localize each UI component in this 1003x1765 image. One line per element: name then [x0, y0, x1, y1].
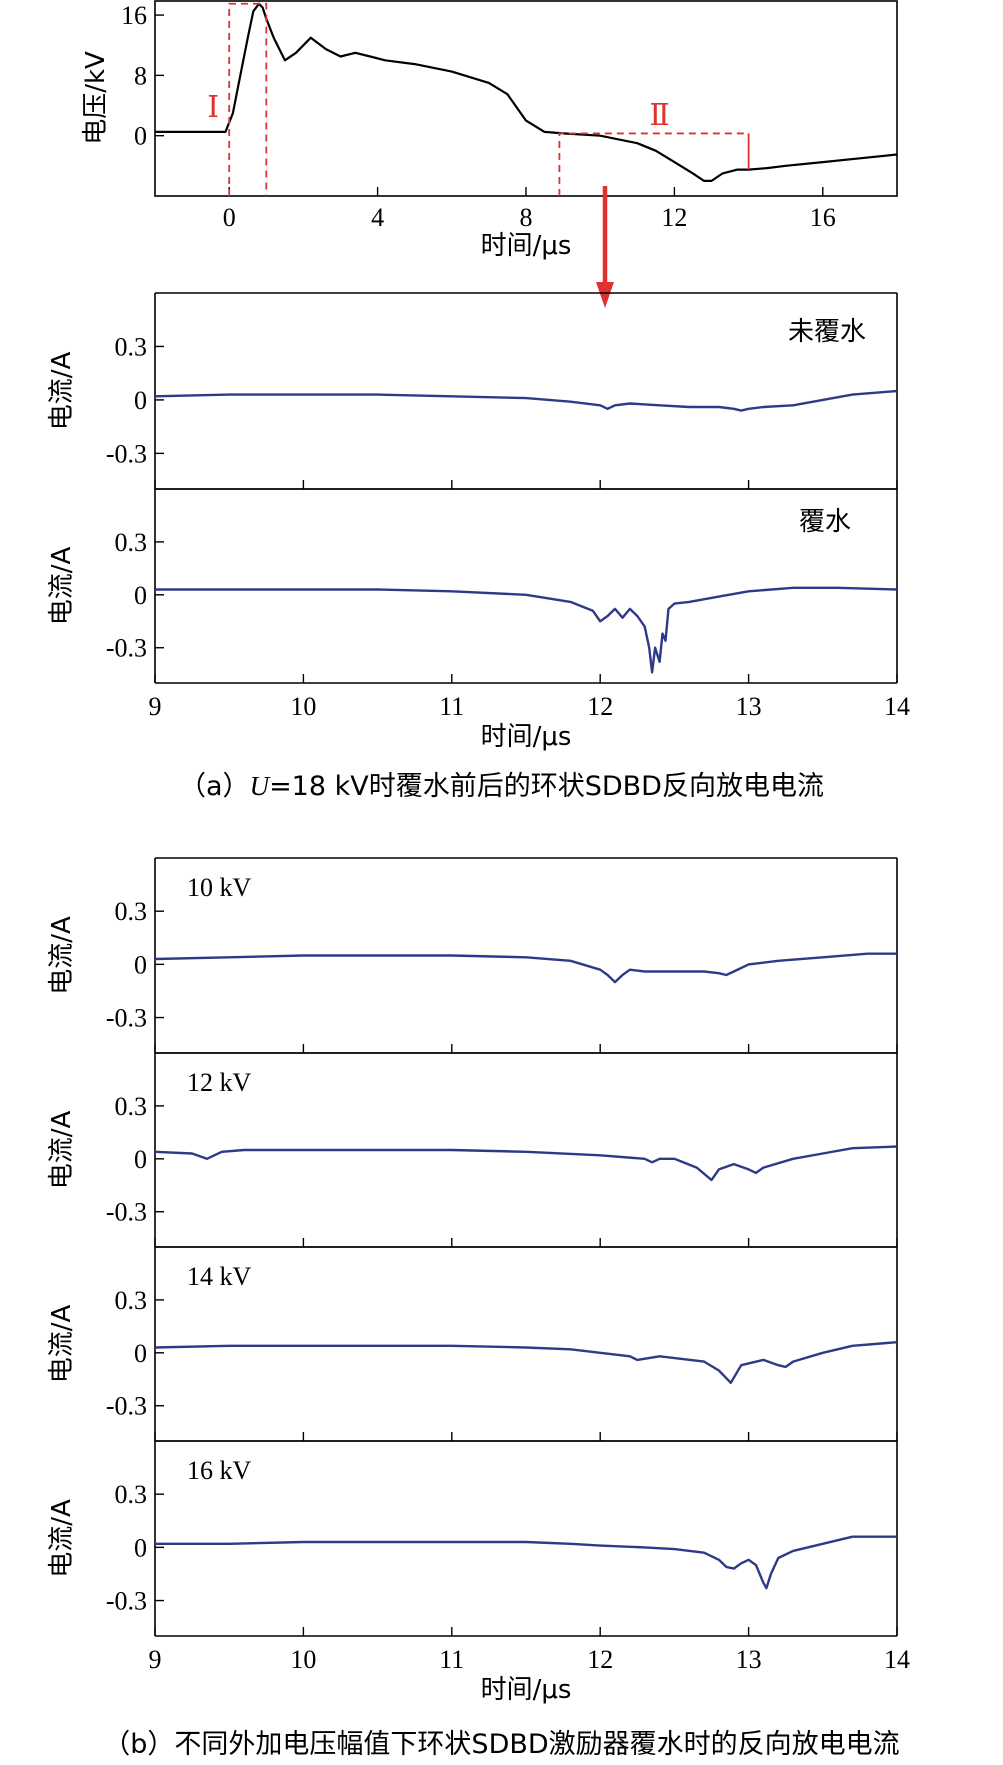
voltage-x-tick-label: 8: [520, 203, 533, 232]
caption-b: （b）不同外加电压幅值下环状SDBD激励器覆水时的反向放电电流: [0, 1722, 1003, 1761]
voltage-x-tick-label: 12: [661, 203, 687, 232]
v16-x-tick-label: 11: [439, 1645, 464, 1674]
voltage-x-tick-label: 16: [810, 203, 836, 232]
voltage-y-tick-label: 8: [134, 61, 147, 90]
covered-x-tick-label: 11: [439, 692, 464, 721]
region-one-label: Ⅰ: [207, 91, 219, 124]
v16-panel-label: 16 kV: [187, 1456, 252, 1485]
covered-y-tick-label: -0.3: [106, 634, 147, 663]
v16-x-tick-label: 12: [587, 1645, 613, 1674]
v10-y-tick-label: 0: [134, 950, 147, 979]
covered-series-line: [155, 586, 898, 674]
v10-y-tick-label: 0.3: [115, 897, 148, 926]
caption-a: （a）U=18 kV时覆水前后的环状SDBD反向放电电流: [0, 764, 1003, 803]
v16-y-tick-label: -0.3: [106, 1587, 147, 1616]
region-one-box: [228, 2, 268, 196]
covered-x-tick-label: 13: [736, 692, 762, 721]
v16-y-tick-label: 0: [134, 1533, 147, 1562]
v16-x-axis-label: 时间/μs: [481, 1675, 572, 1705]
v10-series-line: [154, 952, 897, 984]
uncovered-series-line: [154, 389, 898, 412]
voltage-series-line: [155, 2, 898, 182]
covered-x-tick-label: 10: [290, 692, 316, 721]
v14-series-line: [154, 1341, 898, 1384]
v16-x-tick-label: 13: [736, 1645, 762, 1674]
v14-y-tick-label: -0.3: [106, 1392, 147, 1421]
voltage-x-tick-label: 4: [371, 203, 384, 232]
v14-y-tick-label: 0.3: [115, 1286, 148, 1315]
region-two-label: Ⅱ: [649, 99, 669, 132]
v16-series-line: [155, 1535, 897, 1590]
region-two-box: [558, 132, 749, 196]
v16-x-tick-label: 9: [149, 1645, 162, 1674]
covered-x-tick-label: 14: [884, 692, 910, 721]
caption-a-prefix: （a）: [179, 771, 250, 802]
voltage-y-axis-label: 电压/kV: [81, 51, 111, 145]
v16-x-tick-label: 10: [290, 1645, 316, 1674]
voltage-x-tick-label: 0: [223, 203, 236, 232]
v12-panel-label: 12 kV: [187, 1068, 252, 1097]
v12-y-tick-label: 0.3: [115, 1092, 148, 1121]
voltage-y-tick-label: 0: [134, 122, 147, 151]
caption-a-symbol: U: [249, 771, 270, 801]
voltage-y-tick-label: 16: [121, 1, 147, 30]
caption-b-text: （b）不同外加电压幅值下环状SDBD激励器覆水时的反向放电电流: [103, 1729, 900, 1760]
v12-series-line: [154, 1145, 898, 1182]
v16-y-tick-label: 0.3: [115, 1480, 148, 1509]
covered-y-tick-label: 0.3: [115, 528, 148, 557]
uncovered-y-tick-label: 0: [134, 386, 147, 415]
v14-y-axis-label: 电流/A: [47, 1305, 77, 1384]
caption-a-text: =18 kV时覆水前后的环状SDBD反向放电电流: [269, 771, 824, 802]
v16-y-axis-label: 电流/A: [47, 1499, 77, 1578]
uncovered-y-tick-label: -0.3: [106, 439, 147, 468]
v10-y-axis-label: 电流/A: [47, 916, 77, 995]
v12-y-tick-label: 0: [134, 1145, 147, 1174]
v14-y-tick-label: 0: [134, 1339, 147, 1368]
v12-y-axis-label: 电流/A: [47, 1111, 77, 1190]
zoom-arrow-head: [596, 282, 614, 308]
v14-panel-label: 14 kV: [187, 1262, 252, 1291]
covered-x-axis-label: 时间/μs: [481, 722, 572, 752]
covered-y-tick-label: 0: [134, 581, 147, 610]
uncovered-y-tick-label: 0.3: [115, 332, 148, 361]
covered-y-axis-label: 电流/A: [47, 547, 77, 626]
covered-panel-label: 覆水: [799, 507, 851, 537]
v10-panel-label: 10 kV: [187, 873, 252, 902]
uncovered-panel-label: 未覆水: [788, 317, 866, 347]
v10-y-tick-label: -0.3: [106, 1004, 147, 1033]
covered-x-tick-label: 9: [149, 692, 162, 721]
v12-y-tick-label: -0.3: [106, 1198, 147, 1227]
v16-x-tick-label: 14: [884, 1645, 910, 1674]
voltage-x-axis-label: 时间/μs: [481, 231, 572, 261]
covered-x-tick-label: 12: [587, 692, 613, 721]
uncovered-y-axis-label: 电流/A: [47, 352, 77, 431]
